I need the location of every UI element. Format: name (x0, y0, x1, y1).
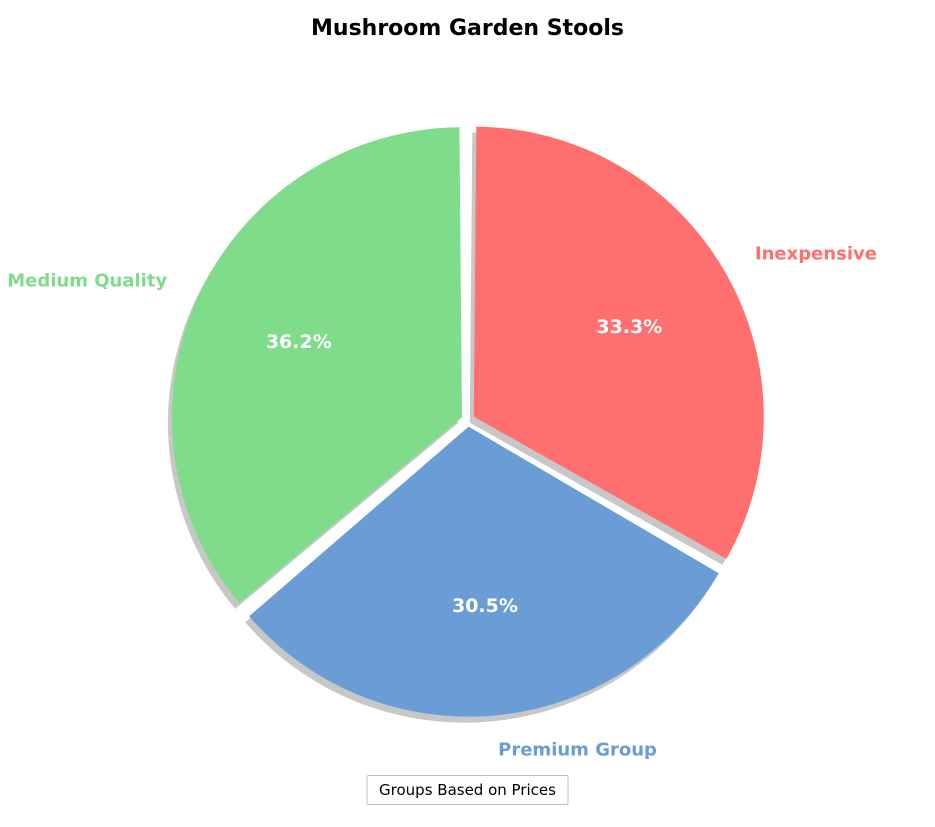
chart-container: Mushroom Garden Stools Groups Based on P… (0, 0, 935, 827)
pct-label-premium-group: 30.5% (452, 595, 518, 617)
pie-chart (0, 0, 935, 827)
pct-label-medium-quality: 36.2% (266, 331, 332, 353)
slice-label-inexpensive: Inexpensive (755, 243, 877, 264)
slice-label-medium-quality: Medium Quality (7, 270, 167, 291)
slice-label-premium-group: Premium Group (498, 740, 657, 761)
chart-caption: Groups Based on Prices (366, 775, 569, 805)
pct-label-inexpensive: 33.3% (596, 316, 662, 338)
